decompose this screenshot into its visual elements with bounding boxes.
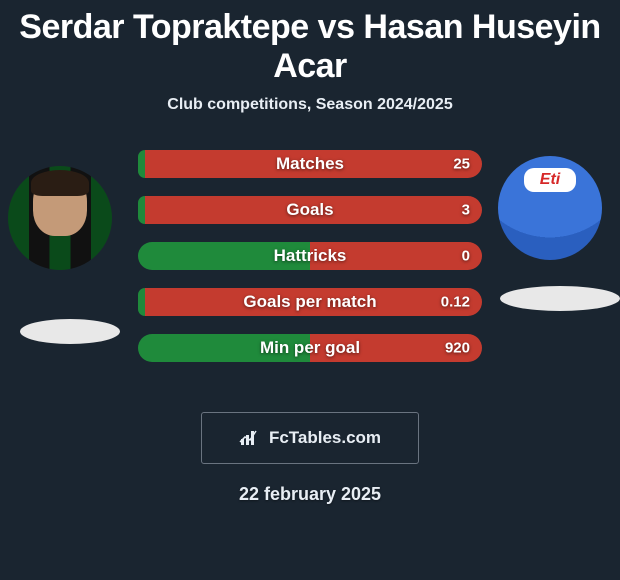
sponsor-patch: Eti bbox=[524, 168, 576, 192]
metric-value-right: 3 bbox=[462, 202, 470, 219]
metric-bar: Matches 25 bbox=[138, 150, 482, 178]
chart-icon bbox=[239, 429, 263, 447]
metric-fill-left bbox=[138, 150, 145, 178]
page-title: Serdar Topraktepe vs Hasan Huseyin Acar bbox=[0, 0, 620, 86]
player-left-hair bbox=[31, 170, 89, 196]
metric-fill-left bbox=[138, 288, 145, 316]
metric-value-right: 0.12 bbox=[441, 294, 470, 311]
shadow-right bbox=[500, 286, 620, 311]
comparison-card: Serdar Topraktepe vs Hasan Huseyin Acar … bbox=[0, 0, 620, 580]
metric-label: Min per goal bbox=[260, 338, 360, 358]
player-left-jersey bbox=[8, 166, 112, 270]
metric-label: Hattricks bbox=[274, 246, 347, 266]
player-right-jersey: Eti bbox=[498, 156, 602, 260]
watermark-text: FcTables.com bbox=[269, 428, 381, 448]
metric-bar: Goals 3 bbox=[138, 196, 482, 224]
metric-bars: Matches 25 Goals 3 Hattricks 0 Goals per match… bbox=[138, 150, 482, 380]
shadow-left bbox=[20, 319, 120, 344]
watermark-box: FcTables.com bbox=[201, 412, 419, 464]
metric-value-right: 920 bbox=[445, 340, 470, 357]
metric-label: Matches bbox=[276, 154, 344, 174]
metric-label: Goals bbox=[286, 200, 333, 220]
metric-bar: Min per goal 920 bbox=[138, 334, 482, 362]
metric-label: Goals per match bbox=[243, 292, 376, 312]
avatar-left bbox=[8, 166, 112, 270]
metric-value-right: 0 bbox=[462, 248, 470, 265]
metric-value-right: 25 bbox=[453, 156, 470, 173]
metric-bar: Goals per match 0.12 bbox=[138, 288, 482, 316]
metric-fill-left bbox=[138, 196, 145, 224]
main-area: Eti Matches 25 Goals 3 Hattricks 0 Goals per m… bbox=[0, 144, 620, 404]
subtitle: Club competitions, Season 2024/2025 bbox=[0, 96, 620, 114]
date-text: 22 february 2025 bbox=[0, 484, 620, 505]
avatar-right: Eti bbox=[498, 156, 602, 260]
metric-bar: Hattricks 0 bbox=[138, 242, 482, 270]
